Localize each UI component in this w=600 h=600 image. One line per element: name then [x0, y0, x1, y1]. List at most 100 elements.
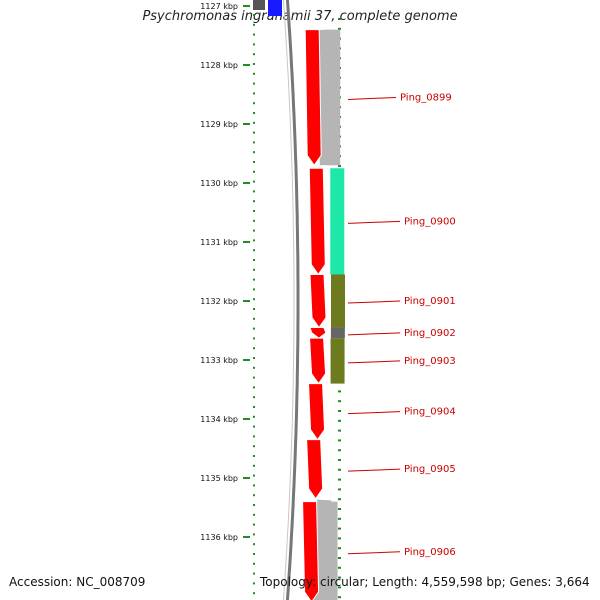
tick-dot-right: [338, 439, 341, 442]
gene-leader-line: [347, 300, 401, 304]
tick-dot-right: [338, 517, 341, 520]
tick-dot-left: [253, 366, 255, 369]
tick-dot-left: [253, 484, 255, 487]
kbp-major-tick: [243, 536, 250, 538]
tick-dot-right: [338, 527, 341, 530]
tick-dot-left: [253, 82, 255, 85]
tick-dot-left: [253, 190, 255, 193]
tick-dot-left: [253, 219, 255, 222]
tick-dot-left: [253, 249, 255, 252]
tick-dot-left: [253, 523, 255, 526]
tick-dot-right: [338, 478, 341, 481]
gene-label: Ping_0903: [404, 356, 456, 367]
tick-dot-left: [253, 278, 255, 281]
tick-dot-left: [253, 513, 255, 516]
tick-dot-right: [338, 390, 341, 393]
feature-blue: [268, 0, 282, 16]
tick-dot-left: [253, 141, 255, 144]
accession-text: Accession: NC_008709: [9, 575, 146, 589]
tick-dot-right: [338, 498, 341, 501]
tick-dot-right: [338, 566, 341, 569]
tick-dot-left: [253, 151, 255, 154]
tick-dot-right: [338, 557, 341, 559]
tick-dot-left: [253, 415, 255, 418]
tick-dot-left: [253, 200, 255, 203]
tick-dot-right: [338, 596, 341, 599]
gene-arrow: [308, 167, 326, 276]
tick-dot-left: [253, 72, 255, 75]
tick-dot-right: [338, 165, 341, 167]
tick-dot-right: [338, 459, 341, 461]
cog-bar: [326, 29, 341, 166]
kbp-major-tick: [243, 123, 250, 125]
kbp-major-tick: [243, 418, 250, 420]
kbp-label: 1131 kbp: [200, 238, 238, 247]
kbp-label: 1134 kbp: [200, 415, 238, 424]
tick-dot-left: [253, 63, 255, 65]
gene-label: Ping_0899: [400, 92, 452, 103]
tick-dot-left: [253, 23, 255, 26]
tick-dot-left: [253, 210, 255, 212]
tick-dot-left: [253, 92, 255, 95]
cog-bar: [330, 338, 345, 384]
kbp-major-tick: [243, 359, 250, 361]
kbp-major-tick: [243, 5, 250, 7]
tick-dot-left: [253, 288, 255, 291]
kbp-label: 1128 kbp: [200, 61, 238, 70]
tick-dot-right: [338, 576, 341, 579]
tick-dot-right: [338, 429, 341, 432]
tick-dot-left: [253, 396, 255, 399]
track-layer: [253, 0, 345, 600]
kbp-label: 1135 kbp: [200, 474, 238, 483]
tick-dot-left: [253, 308, 255, 310]
tick-dot-left: [253, 337, 255, 340]
kbp-major-tick: [243, 64, 250, 66]
gene-label: Ping_0901: [404, 296, 456, 307]
tick-dot-left: [253, 268, 255, 271]
map-title: Psychromonas ingrahamii 37, complete gen…: [142, 9, 458, 24]
tick-dot-left: [253, 327, 255, 330]
gene-leader-line: [347, 96, 397, 100]
tick-dot-left: [253, 102, 255, 105]
tick-dot-left: [253, 543, 255, 546]
tick-dot-left: [253, 572, 255, 575]
cog-bar: [323, 501, 338, 600]
tick-dot-left: [253, 425, 255, 428]
tick-dot-right: [338, 537, 341, 540]
tick-dot-right: [338, 27, 341, 30]
label-layer: Ping_0899 Ping_0900 Ping_0901 Ping_0902 Ping…: [347, 92, 456, 558]
tick-dot-left: [253, 357, 255, 359]
tick-dot-left: [253, 180, 255, 183]
tick-dot-left: [253, 229, 255, 232]
tick-dot-left: [253, 464, 255, 467]
gene-label: Ping_0902: [404, 328, 456, 339]
kbp-major-tick: [243, 182, 250, 184]
gene-label: Ping_0906: [404, 547, 456, 558]
gene-arrow: [302, 501, 320, 600]
feature-gray-top: [253, 0, 265, 10]
gene-leader-line: [347, 220, 401, 224]
kbp-label: 1130 kbp: [200, 179, 238, 188]
tick-dot-left: [253, 33, 255, 36]
gene-arrow: [309, 273, 327, 329]
tick-dot-left: [253, 435, 255, 438]
gene-arrow: [308, 383, 326, 441]
gene-leader-line: [347, 411, 401, 415]
gene-arrow: [304, 29, 322, 167]
tick-dot-left: [253, 474, 255, 477]
gene-arrow: [306, 439, 324, 500]
tick-dot-left: [253, 533, 255, 536]
tick-dot-left: [253, 494, 255, 497]
tick-dot-left: [253, 121, 255, 124]
gene-label: Ping_0905: [404, 464, 456, 475]
kbp-label: 1132 kbp: [200, 297, 238, 306]
backbone-arc-inner: [282, 0, 295, 600]
cog-bar: [330, 327, 345, 339]
tick-dot-right: [338, 419, 341, 422]
backbone-arc: [285, 0, 300, 600]
tick-dot-left: [253, 504, 255, 506]
tick-dot-right: [338, 547, 341, 550]
kbp-major-tick: [243, 477, 250, 479]
